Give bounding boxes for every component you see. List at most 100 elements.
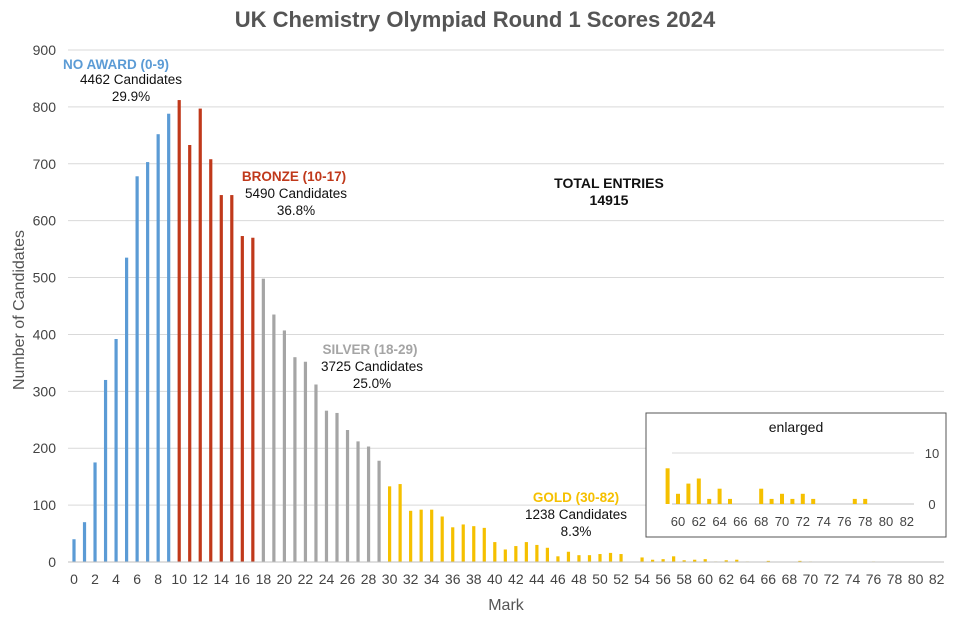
bronze-candidates: 5490 Candidates xyxy=(245,186,347,201)
bar xyxy=(93,462,97,562)
bar xyxy=(661,559,665,562)
inset-x-tick-label: 74 xyxy=(816,514,830,529)
bar xyxy=(735,559,739,562)
inset-bars xyxy=(665,468,868,504)
annotation-bronze: BRONZE (10-17) 5490 Candidates 36.8% xyxy=(242,169,347,218)
bars xyxy=(72,100,876,563)
y-tick-label: 100 xyxy=(33,497,57,513)
x-tick-label: 62 xyxy=(718,571,734,587)
inset-x-tick-label: 72 xyxy=(796,514,810,529)
inset-bar xyxy=(665,468,670,504)
x-tick-label: 30 xyxy=(382,571,398,587)
bar xyxy=(524,542,528,562)
bar xyxy=(114,338,118,562)
x-tick-label: 48 xyxy=(571,571,587,587)
x-tick-label: 74 xyxy=(845,571,861,587)
bar xyxy=(167,113,171,563)
inset-bar xyxy=(728,498,732,504)
x-tick-label: 0 xyxy=(70,571,78,587)
inset-y-tick-label: 0 xyxy=(928,497,935,512)
silver-percent: 25.0% xyxy=(353,376,391,391)
inset-x-tick-label: 62 xyxy=(692,514,706,529)
inset-x-tick-label: 80 xyxy=(879,514,893,529)
x-tick-label: 72 xyxy=(824,571,840,587)
inset-bar xyxy=(769,498,774,504)
inset-frame xyxy=(645,412,947,538)
x-tick-label: 22 xyxy=(298,571,314,587)
y-tick-label: 700 xyxy=(33,156,57,172)
bar xyxy=(188,145,192,562)
x-tick-label: 44 xyxy=(529,571,545,587)
inset-bar xyxy=(717,488,722,504)
bar xyxy=(598,554,602,562)
bar xyxy=(72,539,76,562)
x-tick-label: 34 xyxy=(424,571,440,587)
x-tick-label: 18 xyxy=(256,571,272,587)
inset-bar xyxy=(686,483,691,504)
annotation-silver: SILVER (18-29) 3725 Candidates 25.0% xyxy=(321,342,423,391)
x-tick-label: 82 xyxy=(929,571,945,587)
bar xyxy=(724,560,728,562)
bar xyxy=(272,314,276,562)
x-tick-labels: 0 2 4 6 8 10 12 14 16 18 20 22 24 26 28 30 32 34 36 38 40 42 4… xyxy=(70,571,945,587)
bar xyxy=(261,278,265,562)
y-tick-label: 800 xyxy=(33,99,57,115)
bar xyxy=(430,509,434,562)
inset-y-tick-label: 10 xyxy=(925,446,939,461)
y-tick-label: 600 xyxy=(33,213,57,229)
bar xyxy=(219,195,223,563)
inset-x-tick-label: 66 xyxy=(733,514,747,529)
x-tick-label: 52 xyxy=(613,571,629,587)
inset-bar xyxy=(790,498,795,504)
inset-bar xyxy=(759,488,764,504)
bar xyxy=(493,542,497,562)
bar xyxy=(440,516,444,562)
inset-bar xyxy=(863,498,868,504)
bar xyxy=(293,357,297,562)
bar xyxy=(324,410,329,562)
bar xyxy=(230,195,234,563)
x-tick-label: 58 xyxy=(676,571,692,587)
bar xyxy=(419,509,423,562)
annotation-no-award: NO AWARD (0-9) 4462 Candidates 29.9% xyxy=(63,57,182,104)
bar xyxy=(366,446,371,562)
y-tick-label: 900 xyxy=(33,42,57,58)
bar xyxy=(703,559,707,562)
annotation-gold: GOLD (30-82) 1238 Candidates 8.3% xyxy=(525,490,627,539)
bar xyxy=(282,330,286,562)
x-tick-label: 56 xyxy=(655,571,671,587)
bar xyxy=(388,486,392,562)
bar xyxy=(156,134,160,562)
bar xyxy=(198,108,202,563)
inset-title: enlarged xyxy=(769,419,824,435)
no-award-candidates: 4462 Candidates xyxy=(80,72,182,87)
y-tick-labels: 0 100 200 300 400 500 600 700 800 900 xyxy=(33,42,57,570)
bar xyxy=(377,460,381,562)
inset-x-tick-label: 68 xyxy=(754,514,768,529)
bronze-heading: BRONZE (10-17) xyxy=(242,169,346,184)
bar xyxy=(503,549,507,562)
x-tick-label: 26 xyxy=(340,571,356,587)
x-tick-label: 16 xyxy=(235,571,251,587)
bar xyxy=(146,162,150,562)
x-tick-label: 14 xyxy=(213,571,229,587)
x-tick-label: 76 xyxy=(866,571,882,587)
bar xyxy=(177,100,181,562)
y-tick-label: 0 xyxy=(48,554,56,570)
bar xyxy=(556,556,560,562)
gridlines xyxy=(68,49,944,506)
inset-chart: enlarged 60 62 64 66 68 70 72 74 76 78 80 82 0 10 xyxy=(645,412,947,538)
inset-bar xyxy=(676,493,680,504)
inset-bar xyxy=(707,498,712,504)
y-tick-label: 200 xyxy=(33,440,57,456)
bar xyxy=(209,159,213,562)
total-entries-label: TOTAL ENTRIES xyxy=(554,175,664,191)
x-tick-label: 4 xyxy=(112,571,120,587)
inset-x-tick-label: 82 xyxy=(900,514,914,529)
y-axis-title: Number of Candidates xyxy=(11,230,28,390)
bar xyxy=(135,176,139,562)
x-tick-label: 60 xyxy=(697,571,713,587)
gold-candidates: 1238 Candidates xyxy=(525,507,627,522)
bar xyxy=(103,379,108,562)
